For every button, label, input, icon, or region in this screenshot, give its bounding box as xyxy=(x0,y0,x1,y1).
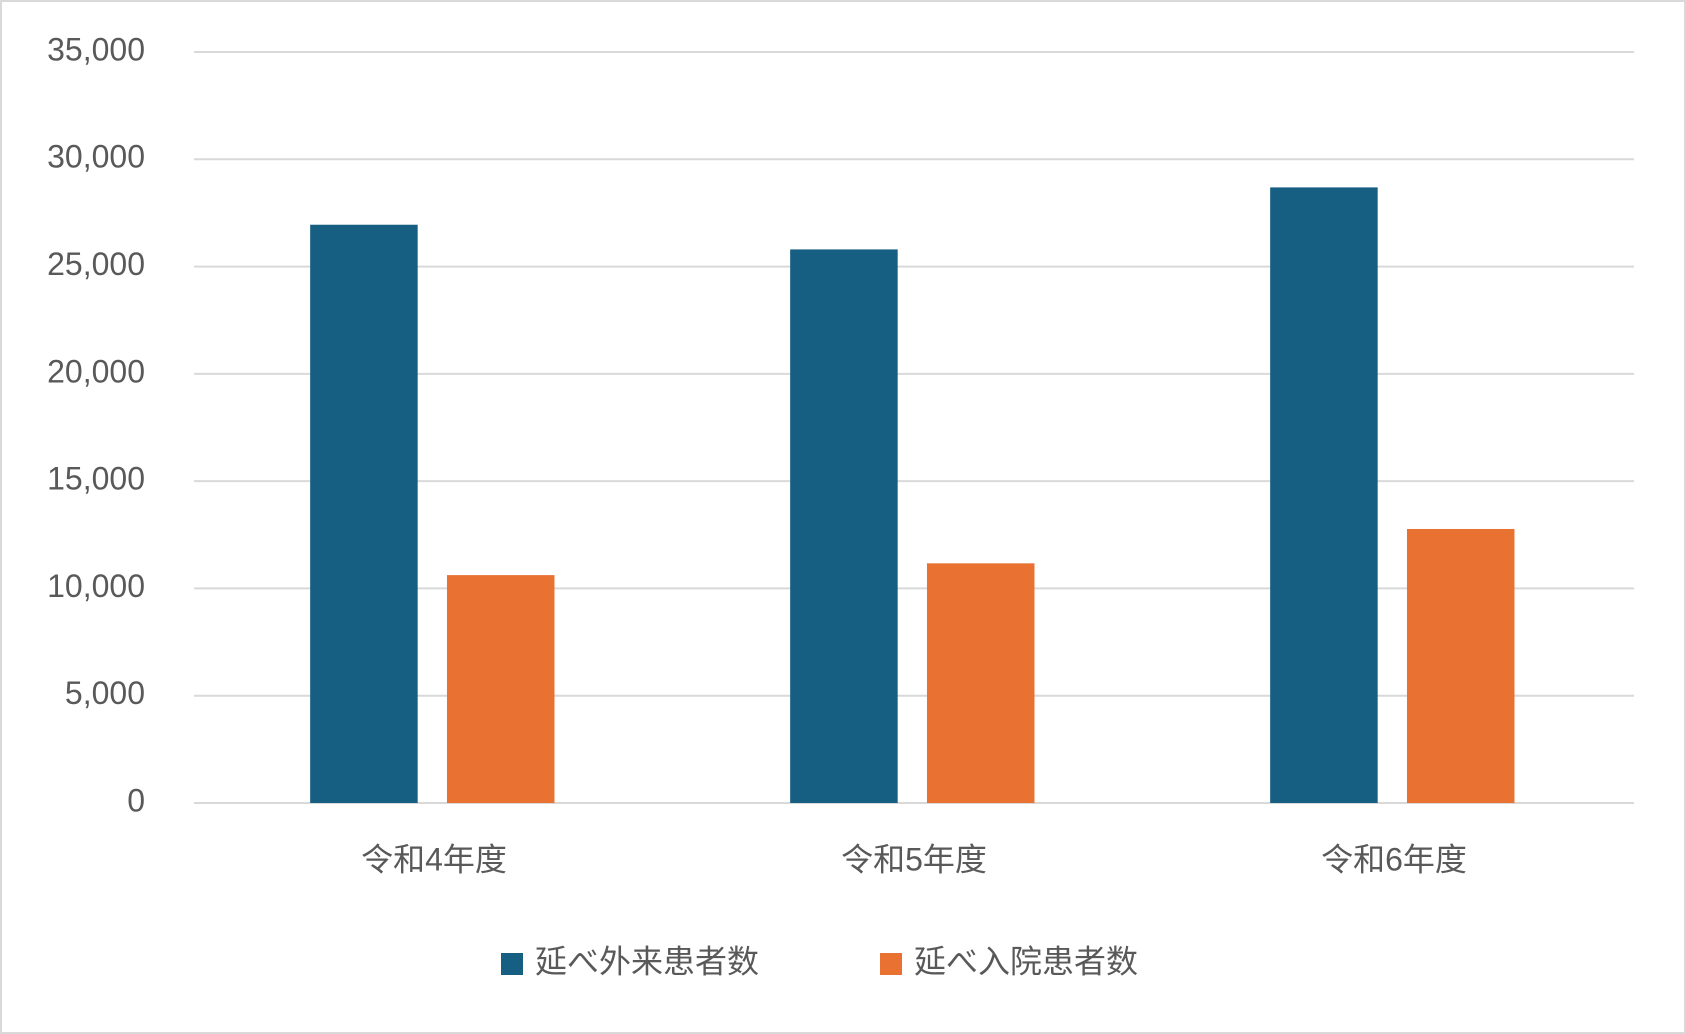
x-tick-label: 令和4年度 xyxy=(361,841,507,877)
y-tick-label: 10,000 xyxy=(47,568,145,604)
legend-label: 延べ外来患者数 xyxy=(535,943,759,979)
legend-swatch xyxy=(501,953,523,975)
legend-label: 延べ入院患者数 xyxy=(914,943,1138,979)
bar xyxy=(790,249,898,804)
y-tick-label: 35,000 xyxy=(47,31,145,67)
bar xyxy=(310,224,418,804)
y-tick-label: 15,000 xyxy=(47,461,145,497)
y-tick-label: 25,000 xyxy=(47,246,145,282)
y-tick-label: 5,000 xyxy=(65,675,145,711)
bar xyxy=(446,575,555,803)
bar xyxy=(1270,187,1378,803)
bar xyxy=(926,563,1035,803)
y-tick-label: 0 xyxy=(127,782,145,818)
x-tick-label: 令和5年度 xyxy=(841,841,987,877)
x-tick-label: 令和6年度 xyxy=(1321,841,1467,877)
y-tick-label: 20,000 xyxy=(47,353,145,389)
y-tick-label: 30,000 xyxy=(47,139,145,175)
legend-swatch xyxy=(880,953,902,975)
bar xyxy=(1406,528,1515,803)
